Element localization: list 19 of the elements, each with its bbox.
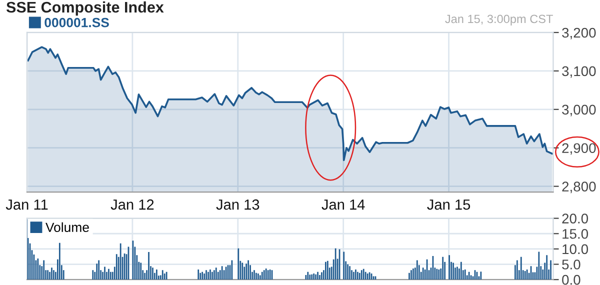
y-tick-label: 0.0 <box>562 274 580 285</box>
x-tick-label: Jan 14 <box>322 200 365 210</box>
x-tick-label: Jan 15 <box>427 200 470 210</box>
legend-label: Volume <box>46 222 89 232</box>
y-tick-label: 15.0 <box>562 228 588 239</box>
chart-title: SSE Composite Index <box>6 1 164 16</box>
x-tick-label: Jan 12 <box>110 199 154 210</box>
y-tick-label: 3,000 <box>562 104 596 116</box>
y-tick-label: 20.0 <box>562 214 588 224</box>
y-tick-label: 10.0 <box>562 244 588 254</box>
y-tick-label: 2,800 <box>562 182 596 194</box>
legend-label: 000001.SS <box>44 18 109 28</box>
y-tick-label: 2,900 <box>562 143 596 155</box>
x-tick-label: Jan 13 <box>216 199 260 210</box>
chart-subtitle: Jan 15, 3:00pm CST <box>445 14 553 26</box>
y-tick-label: 3,100 <box>562 66 596 78</box>
y-tick-label: 5.0 <box>562 260 580 270</box>
y-tick-label: 3,200 <box>562 28 596 40</box>
x-tick-label: Jan 11 <box>6 200 48 210</box>
